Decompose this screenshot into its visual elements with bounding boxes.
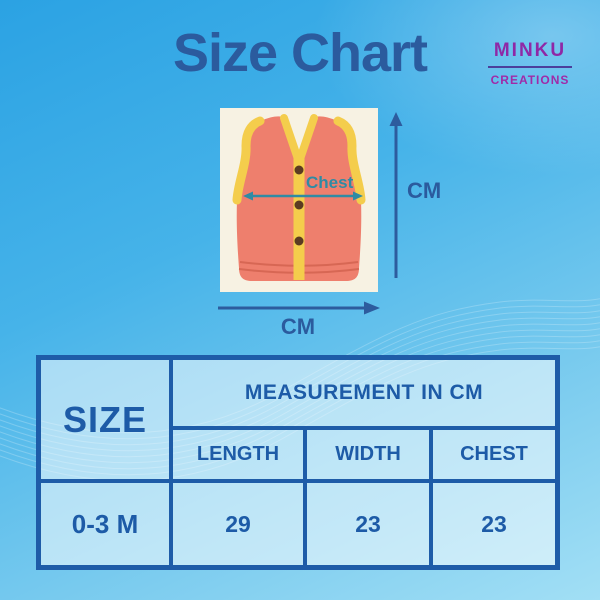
product-image-card: Chest — [220, 108, 378, 292]
column-header-chest: CHEST — [433, 430, 555, 483]
table-row-size: 0-3 M — [41, 483, 173, 565]
brand-divider — [488, 66, 572, 68]
table-row-length: 29 — [173, 483, 307, 565]
page-title: Size Chart — [172, 23, 428, 83]
vest-placket — [293, 158, 305, 280]
vest-button — [294, 200, 304, 210]
table-row-chest: 23 — [433, 483, 555, 565]
vest-button — [294, 165, 304, 175]
vest-illustration: Chest — [232, 114, 366, 281]
vest-armhole-trim-left — [232, 116, 265, 205]
chest-arrow — [243, 191, 363, 201]
width-unit-label: CM — [280, 314, 316, 339]
measurement-header-cell: MEASUREMENT IN CM — [173, 360, 555, 430]
brand-name: MINKU — [493, 40, 567, 61]
height-arrow — [389, 112, 403, 278]
vest-armhole-trim-right — [333, 116, 366, 205]
height-unit-label: CM — [407, 178, 442, 203]
brand-subtitle: CREATIONS — [490, 73, 570, 87]
vest-button — [294, 236, 304, 246]
column-header-width: WIDTH — [307, 430, 433, 483]
chest-label: Chest — [306, 173, 354, 192]
width-arrow — [218, 301, 380, 315]
size-table: SIZE MEASUREMENT IN CM LENGTH WIDTH CHES… — [36, 355, 560, 570]
size-header-cell: SIZE — [41, 360, 173, 483]
column-header-length: LENGTH — [173, 430, 307, 483]
brand-logo: MINKU CREATIONS — [486, 40, 574, 87]
table-row-width: 23 — [307, 483, 433, 565]
